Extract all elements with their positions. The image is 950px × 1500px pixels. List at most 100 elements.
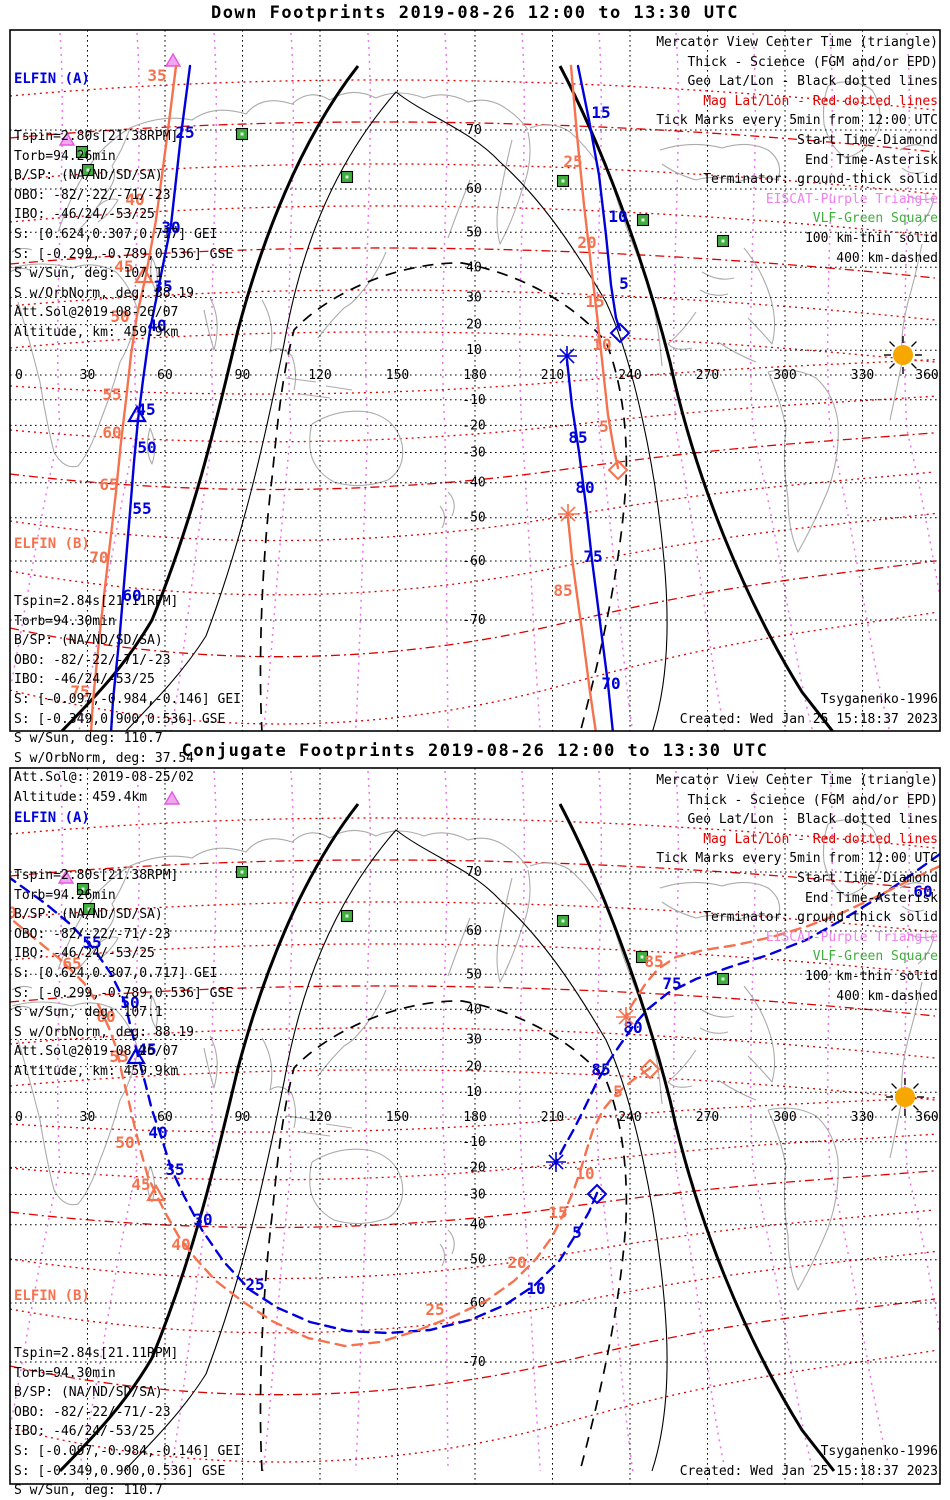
svg-text:120: 120 bbox=[308, 1110, 331, 1125]
legend-line: Thick - Science (FGM and/or EPD) bbox=[687, 792, 938, 808]
legend-line: Start Time-Diamond bbox=[797, 132, 938, 148]
info-line: S w/OrbNorm, deg: 37.54 bbox=[14, 750, 195, 766]
minute-tick-label: 10 bbox=[592, 335, 611, 354]
legend-line: Mercator View Center Time (triangle) bbox=[656, 35, 938, 50]
svg-text:330: 330 bbox=[851, 1110, 874, 1125]
elfin-b-header: ELFIN (B) bbox=[14, 536, 90, 552]
info-line: OBO: -82/-22/-71/-23 bbox=[14, 187, 171, 203]
svg-text:-40: -40 bbox=[462, 1218, 485, 1233]
svg-text:-70: -70 bbox=[462, 613, 485, 628]
info-line: S: [-0.097,-0.984,-0.146] GEI bbox=[14, 691, 241, 707]
info-line: S w/OrbNorm, deg: 88.19 bbox=[14, 285, 195, 301]
svg-text:60: 60 bbox=[157, 1110, 173, 1125]
minute-tick-label: 75 bbox=[583, 547, 602, 566]
legend-line: VLF-Green Square bbox=[812, 949, 938, 965]
info-line: Att.Sol@2019-08-26/07 bbox=[14, 305, 179, 321]
legend-line: End Time-Asterisk bbox=[804, 152, 938, 168]
info-line: B/SP: (NA/ND/SD/SA) bbox=[14, 168, 163, 184]
minute-tick-label: 10 bbox=[526, 1279, 545, 1298]
minute-tick-label: 60 bbox=[913, 882, 932, 901]
info-line: Tspin=2.84s[21.11RPM] bbox=[14, 594, 179, 609]
minute-tick-label: 40 bbox=[125, 190, 144, 209]
page-title: Down Footprints 2019-08-26 12:00 to 13:3… bbox=[210, 3, 740, 23]
info-line: S: [0.624,0.307,0.717] GEI bbox=[14, 965, 218, 981]
satellite-track bbox=[555, 852, 940, 1162]
minute-tick-label: 65 bbox=[99, 475, 118, 494]
svg-text:60: 60 bbox=[466, 182, 482, 197]
minute-tick-label: 70 bbox=[601, 674, 620, 693]
svg-text:300: 300 bbox=[773, 1110, 796, 1125]
svg-text:-40: -40 bbox=[462, 476, 485, 491]
center-time-triangle-icon bbox=[127, 404, 147, 423]
minute-tick-label: 50 bbox=[137, 438, 156, 457]
info-line: OBO: -82/-22/-71/-23 bbox=[14, 926, 171, 942]
svg-text:330: 330 bbox=[851, 368, 874, 383]
minute-tick-label: 50 bbox=[115, 1133, 134, 1152]
info-line: Altitude, km: 459.9km bbox=[14, 1063, 179, 1079]
minute-tick-label: 85 bbox=[591, 1060, 610, 1079]
minute-tick-label: 25 bbox=[245, 1275, 264, 1294]
legend-line: Terminator: ground-thick solid bbox=[703, 910, 938, 926]
created-timestamp: Created: Wed Jan 25 15:18:37 2023 bbox=[679, 1464, 938, 1479]
svg-text:50: 50 bbox=[466, 225, 482, 240]
info-line: Altitude: 459.4km bbox=[14, 789, 148, 805]
minute-tick-label: 60 bbox=[96, 1007, 115, 1026]
legend-line: Mag Lat/Lon - Red dotted lines bbox=[703, 93, 938, 109]
info-line: S w/Sun, deg: 107.1 bbox=[14, 266, 163, 282]
svg-text:30: 30 bbox=[80, 368, 96, 383]
minute-tick-label: 35 bbox=[165, 1160, 184, 1179]
legend-line: EISCAT-Purple Triangle bbox=[765, 929, 938, 945]
info-line: S: [-0.349,0.900,0.536] GSE bbox=[14, 1463, 226, 1479]
info-line: S: [-0.349,0.900,0.536] GSE bbox=[14, 711, 226, 727]
info-line: Tspin=2.80s[21.38RPM] bbox=[14, 868, 179, 883]
minute-tick-label: 45 bbox=[131, 1175, 150, 1194]
center-time-triangle-icon bbox=[126, 1046, 146, 1065]
minute-tick-label: 15 bbox=[585, 292, 604, 311]
svg-text:150: 150 bbox=[386, 1110, 409, 1125]
end-asterisk-icon bbox=[559, 348, 575, 364]
info-line: S w/Sun, deg: 110.7 bbox=[14, 731, 163, 747]
minute-tick-label: 55 bbox=[109, 1047, 128, 1066]
legend-line: Geo Lat/Lon - Black dotted lines bbox=[687, 812, 938, 828]
minute-tick-label: 25 bbox=[563, 152, 582, 171]
legend-line: EISCAT-Purple Triangle bbox=[765, 191, 938, 207]
minute-tick-label: 30 bbox=[161, 218, 180, 237]
svg-text:40: 40 bbox=[466, 260, 482, 275]
info-line: B/SP: (NA/ND/SD/SA) bbox=[14, 633, 163, 649]
minute-tick-label: 5 bbox=[613, 1082, 623, 1101]
minute-tick-label: 75 bbox=[70, 682, 89, 701]
minute-tick-label: 50 bbox=[120, 993, 139, 1012]
minute-tick-label: 70 bbox=[0, 903, 17, 922]
svg-text:-50: -50 bbox=[462, 511, 485, 526]
svg-text:240: 240 bbox=[618, 368, 641, 383]
elfin-b-info-block: ELFIN (B) Tspin=2.84s[21.11RPM] Torb=94.3… bbox=[14, 1250, 241, 1500]
svg-text:-10: -10 bbox=[462, 1135, 485, 1150]
svg-text:-30: -30 bbox=[462, 446, 485, 461]
svg-text:30: 30 bbox=[466, 1032, 482, 1047]
svg-text:240: 240 bbox=[618, 1110, 641, 1125]
minute-tick-label: 45 bbox=[137, 1040, 156, 1059]
eiscat-triangle-icon bbox=[163, 790, 181, 805]
end-asterisk-icon bbox=[548, 1154, 564, 1170]
info-line: Tspin=2.80s[21.38RPM] bbox=[14, 129, 179, 144]
svg-text:60: 60 bbox=[466, 924, 482, 939]
svg-text:180: 180 bbox=[463, 1110, 486, 1125]
svg-text:10: 10 bbox=[466, 343, 482, 358]
info-line: S: [-0.299,-0.789,0.536] GSE bbox=[14, 246, 234, 262]
info-line: S w/OrbNorm, deg: 88.19 bbox=[14, 1024, 195, 1040]
minute-tick-label: 25 bbox=[175, 123, 194, 142]
minute-tick-label: 5 bbox=[599, 417, 609, 436]
svg-text:-20: -20 bbox=[462, 1160, 485, 1175]
info-line: Att.Sol@: 2019-08-25/02 bbox=[14, 770, 195, 786]
minute-tick-label: 50 bbox=[110, 307, 129, 326]
eiscat-triangle-icon bbox=[58, 131, 76, 146]
elfin-b-info-lines: Tspin=2.84s[21.11RPM] Torb=94.30min B/SP: … bbox=[14, 592, 241, 808]
svg-text:20: 20 bbox=[466, 1060, 482, 1075]
elfin-b-info-block: ELFIN (B) Tspin=2.84s[21.11RPM] Torb=94.3… bbox=[14, 498, 241, 846]
minute-tick-label: 85 bbox=[553, 581, 572, 600]
end-asterisk-icon bbox=[618, 1009, 634, 1025]
info-line: Att.Sol@2019-08-26/07 bbox=[14, 1044, 179, 1060]
info-line: IBO: -46/24/-53/25 bbox=[14, 1424, 155, 1440]
